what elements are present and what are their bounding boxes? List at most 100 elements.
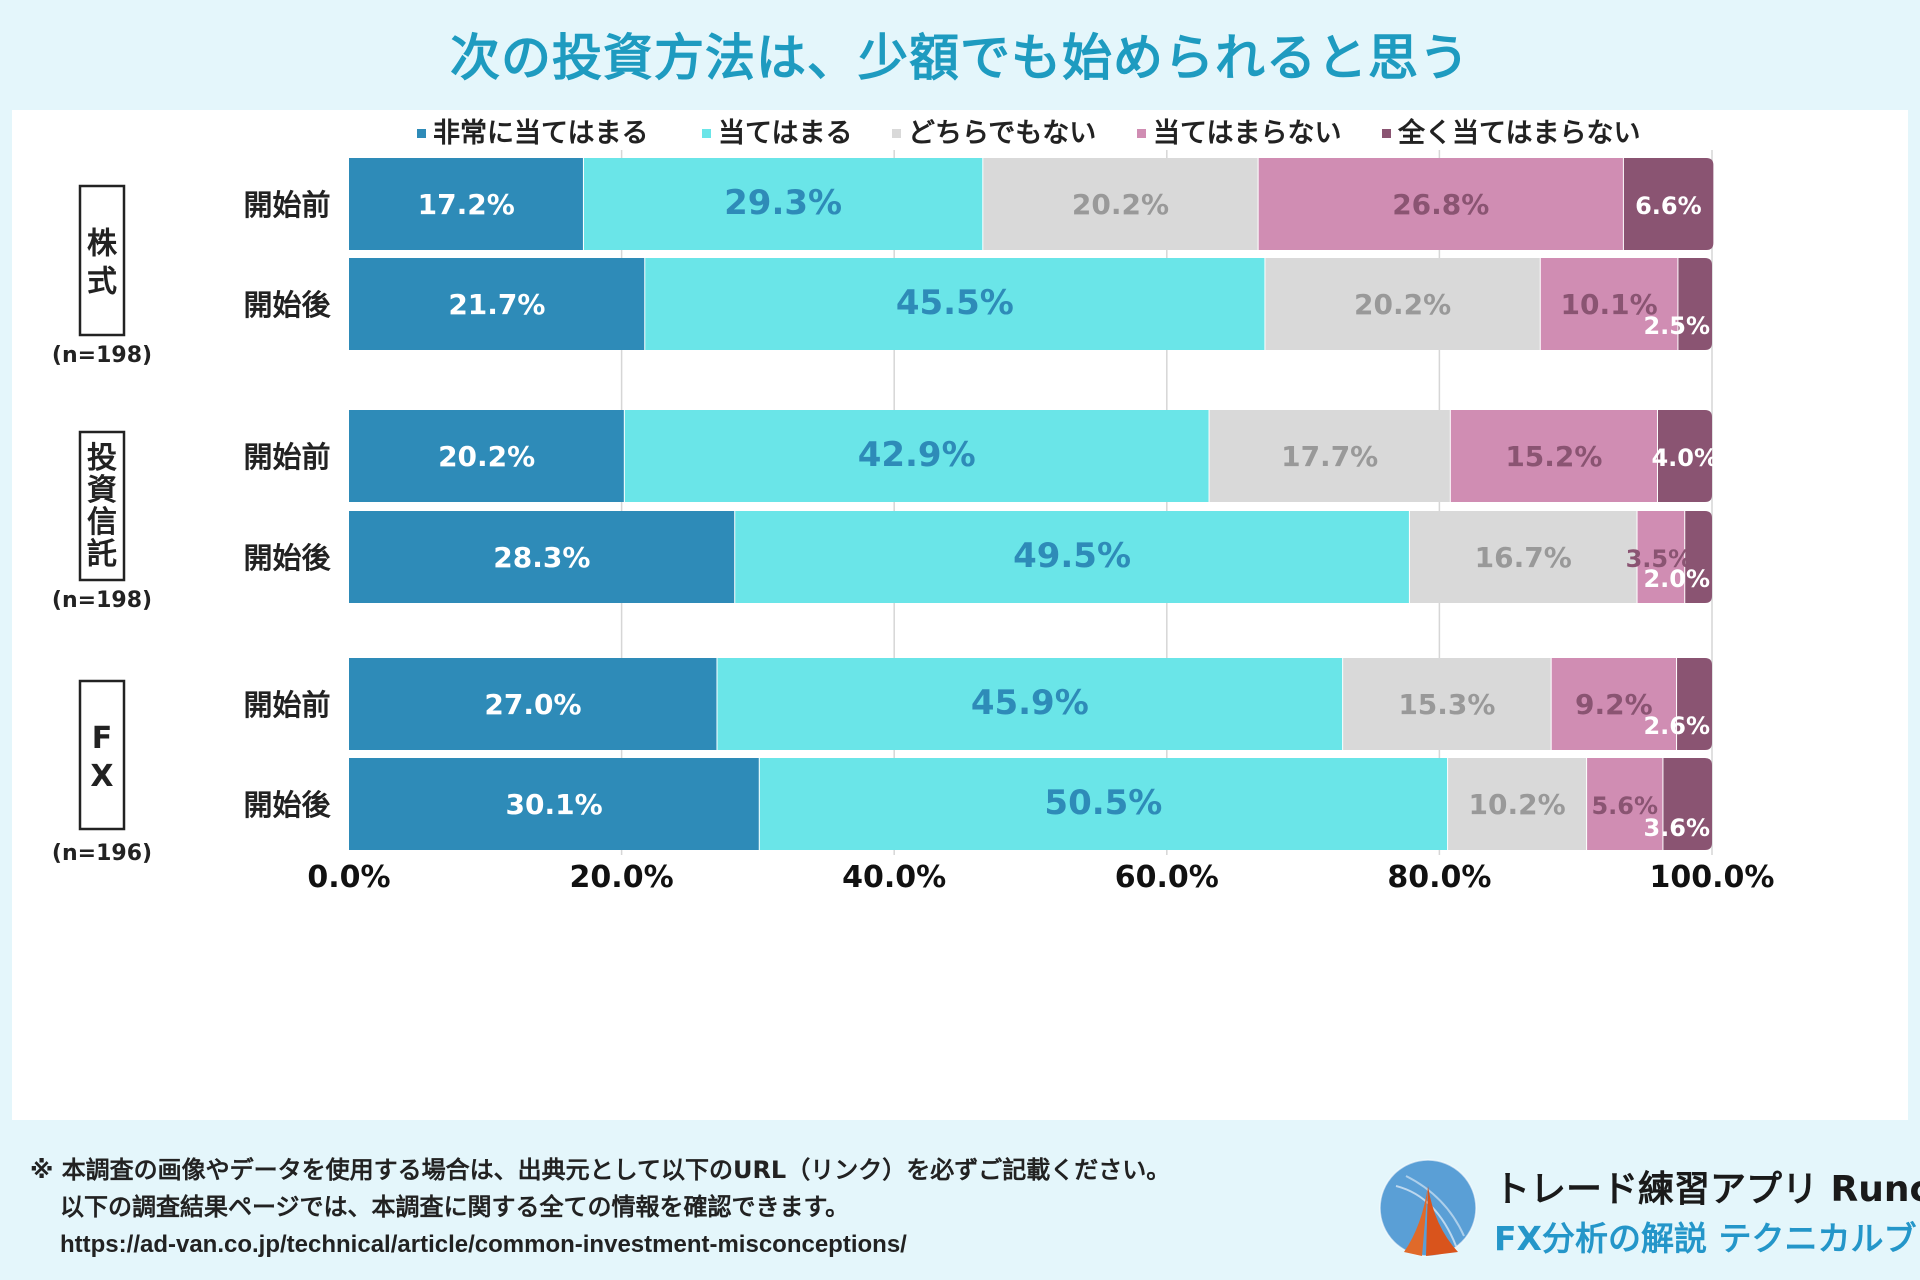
data-label: 21.7% <box>448 288 545 321</box>
data-label: 30.1% <box>506 788 603 821</box>
x-tick-label: 60.0% <box>1115 860 1219 895</box>
bar-segment <box>644 258 1265 350</box>
bar-segment <box>1540 258 1678 350</box>
brand-block: トレード練習アプリ Runcha FX分析の解説 テクニカルブック <box>1372 1150 1920 1270</box>
data-label: 45.5% <box>896 283 1014 323</box>
legend-label: 全く当てはまらない <box>1397 117 1640 149</box>
data-label: 15.2% <box>1505 440 1602 473</box>
row-label: 開始前 <box>243 440 330 474</box>
group-n-label: (n=198) <box>52 588 152 613</box>
stacked-bar-chart: 非常に当てはまる 当てはまる どちらでもない 当てはまらない 全く当てはまらない 17.2… <box>52 117 1775 895</box>
data-label: 15.3% <box>1398 688 1495 721</box>
source-note-line1: ※ 本調査の画像やデータを使用する場合は、出典元として以下のURL（リンク）を必… <box>30 1156 1171 1184</box>
flame-globe-icon <box>1379 1159 1477 1257</box>
bar-segment <box>1586 758 1663 850</box>
source-note: ※ 本調査の画像やデータを使用する場合は、出典元として以下のURL（リンク）を必… <box>30 1152 1330 1263</box>
data-label: 10.2% <box>1469 788 1566 821</box>
data-label: 3.6% <box>1643 814 1710 842</box>
data-label: 26.8% <box>1392 188 1489 221</box>
data-label: 50.5% <box>1044 783 1162 823</box>
legend-swatch <box>1382 129 1391 138</box>
bar-segment <box>349 258 645 350</box>
bar-segment <box>349 511 735 603</box>
legend-swatch <box>1137 129 1146 138</box>
data-label: 2.6% <box>1643 712 1710 740</box>
data-label: 27.0% <box>484 688 581 721</box>
group-label: 株式 <box>87 227 118 300</box>
data-label: 4.0% <box>1651 444 1718 472</box>
group-n-label: (n=196) <box>52 841 152 866</box>
legend-swatch <box>892 129 901 138</box>
x-tick-label: 40.0% <box>842 860 946 895</box>
group-box <box>78 184 126 337</box>
bar-segment <box>1657 410 1712 502</box>
bar-segment <box>349 158 584 250</box>
bar-segment <box>1450 410 1658 502</box>
bar-segment <box>349 410 625 502</box>
bar-segment <box>349 658 718 750</box>
bar-segment <box>759 758 1448 850</box>
bar-segment <box>1551 658 1677 750</box>
data-label: 10.1% <box>1561 288 1658 321</box>
group-n-label: (n=198) <box>52 343 152 368</box>
bar-segment <box>1409 511 1638 603</box>
group-box <box>78 430 126 582</box>
data-label: 49.5% <box>1013 536 1131 576</box>
bar-segment <box>624 410 1210 502</box>
legend-swatch <box>702 129 711 138</box>
source-url[interactable]: https://ad-van.co.jp/technical/article/c… <box>60 1231 907 1258</box>
legend-label: どちらでもない <box>908 118 1096 149</box>
bar-segment <box>982 158 1259 250</box>
bar-segment <box>1677 258 1712 350</box>
row-label: 開始後 <box>243 788 331 822</box>
legend-label: 当てはまらない <box>1153 118 1341 149</box>
bar-segment <box>1258 158 1624 250</box>
bar-segment <box>1209 410 1451 502</box>
row-label: 開始後 <box>243 288 331 322</box>
row-label: 開始前 <box>243 688 330 722</box>
bar-segment <box>583 158 983 250</box>
data-label: 5.6% <box>1591 792 1658 820</box>
data-label: 17.2% <box>418 188 515 221</box>
legend-swatch <box>417 129 426 138</box>
data-label: 17.7% <box>1281 440 1378 473</box>
data-label: 2.0% <box>1643 565 1710 593</box>
bar-segment <box>734 511 1410 603</box>
data-label: 6.6% <box>1635 192 1702 220</box>
legend-label: 非常に当てはまる <box>433 118 648 149</box>
bar-segment <box>1447 758 1587 850</box>
bar-segment <box>1662 758 1712 850</box>
brand-app-name: トレード練習アプリ Runcha <box>1494 1169 1920 1210</box>
data-label: 20.2% <box>438 440 535 473</box>
bar-segment <box>1264 258 1541 350</box>
data-label: 28.3% <box>493 541 590 574</box>
bar-segment <box>1637 511 1685 603</box>
chart-panel: 非常に当てはまる 当てはまる どちらでもない 当てはまらない 全く当てはまらない 17.2… <box>12 110 1908 1120</box>
bar-segment <box>1342 658 1552 750</box>
data-label: 20.2% <box>1072 188 1169 221</box>
chart-title: 次の投資方法は、少額でも始められると思う <box>450 29 1470 87</box>
data-label: 9.2% <box>1575 688 1653 721</box>
bar-segment <box>1684 511 1712 603</box>
group-box <box>78 679 126 831</box>
legend-label: 当てはまる <box>718 118 852 149</box>
row-label: 開始前 <box>243 188 330 222</box>
group-label: 投資信託 <box>87 441 117 572</box>
source-note-line2: 以下の調査結果ページでは、本調査に関する全ての情報を確認できます。 <box>60 1193 850 1221</box>
bar-segment <box>349 758 760 850</box>
x-tick-label: 100.0% <box>1650 860 1775 895</box>
bar-segment <box>1623 158 1714 250</box>
data-label: 29.3% <box>724 183 842 223</box>
data-label: 45.9% <box>971 683 1089 723</box>
data-label: 42.9% <box>858 435 976 475</box>
bar-segment <box>1676 658 1712 750</box>
x-tick-label: 0.0% <box>307 860 390 895</box>
data-label: 3.5% <box>1626 545 1693 573</box>
bar-segment <box>717 658 1343 750</box>
data-label: 16.7% <box>1475 541 1572 574</box>
data-label: 2.5% <box>1643 312 1710 340</box>
data-label: 20.2% <box>1354 288 1451 321</box>
row-label: 開始後 <box>243 541 331 575</box>
brand-subtitle: FX分析の解説 テクニカルブック <box>1494 1219 1920 1258</box>
